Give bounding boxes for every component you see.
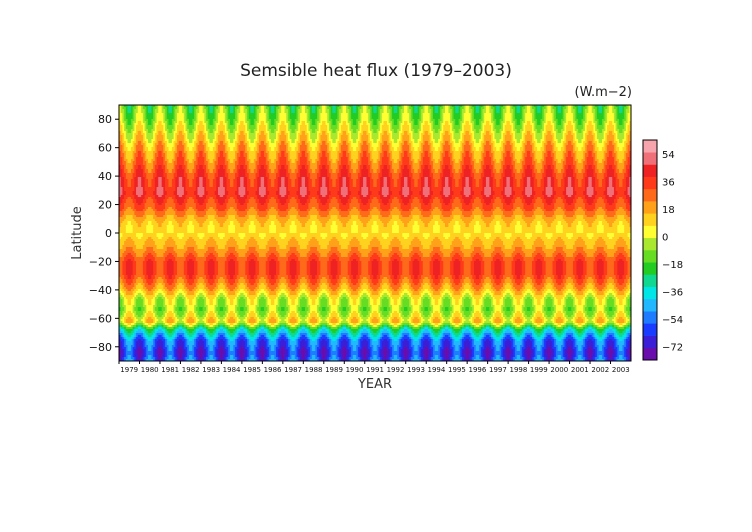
chart-units: (W.m−2) [575,85,632,100]
heatmap-cells [119,105,631,361]
chart-title: Semsible heat flux (1979–2003) [240,61,512,81]
